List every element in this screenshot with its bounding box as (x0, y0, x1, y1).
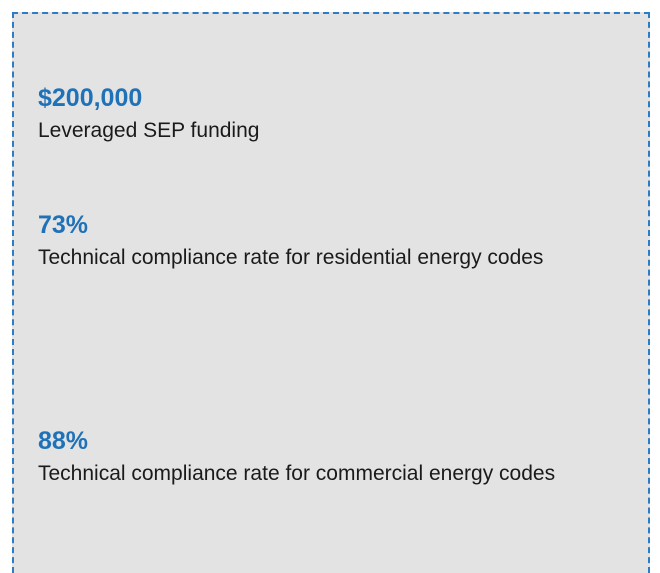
stat-label: Leveraged SEP funding (38, 119, 260, 142)
stat: 88% Technical compliance rate for commer… (38, 425, 608, 491)
stat-value: 73% (38, 211, 89, 239)
callout-box: $200,000 Leveraged SEP funding 73% Techn… (12, 12, 650, 573)
stat: 73% Technical compliance rate for reside… (38, 209, 608, 275)
stat-value: 88% (38, 427, 89, 455)
stat-value: $200,000 (38, 84, 143, 112)
stat-label: Technical compliance rate for residentia… (38, 246, 544, 269)
stat-label: Technical compliance rate for commercial… (38, 462, 556, 485)
stat: $200,000 Leveraged SEP funding (38, 82, 608, 148)
